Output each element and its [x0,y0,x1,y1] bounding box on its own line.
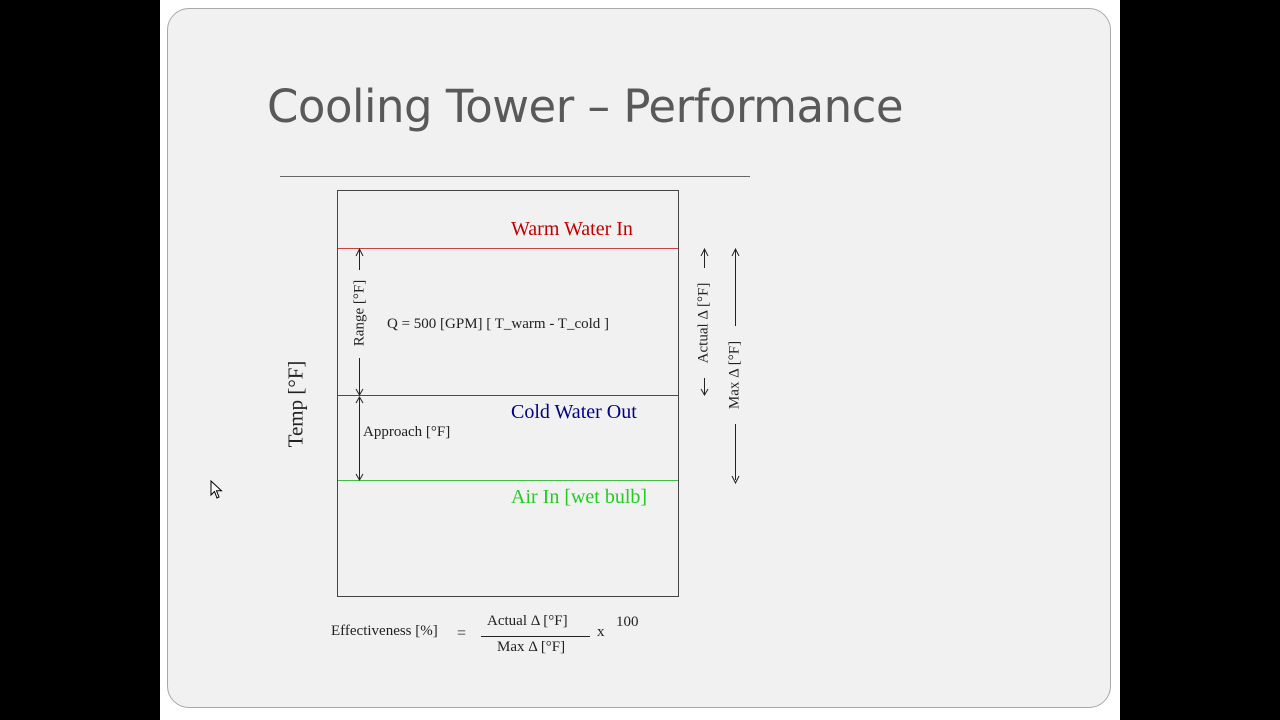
actual-delta-label: Actual Δ [°F] [695,282,712,364]
max-delta-label: Max Δ [°F] [726,340,743,410]
max-delta-dimension [731,247,740,485]
fraction-numerator: Actual Δ [°F] [487,613,568,629]
warm-water-label: Warm Water In [511,218,633,240]
range-label: Range [°F] [351,279,368,347]
title-divider [280,176,750,177]
air-in-label: Air In [wet bulb] [511,486,648,508]
cold-water-label: Cold Water Out [511,401,637,423]
equals-sign: = [457,625,467,642]
slide-frame [167,8,1111,708]
factor-value: 100 [616,614,639,630]
temp-axis-label: Temp [°F] [283,360,308,448]
tower-box [337,190,679,597]
slide-title: Cooling Tower – Performance [267,80,904,133]
mouse-pointer-icon [210,480,223,499]
approach-dimension [355,396,364,481]
fraction-denominator: Max Δ [°F] [497,639,566,655]
actual-delta-dimension [700,247,709,396]
range-dimension [355,247,364,396]
heat-equation: Q = 500 [GPM] [ T_warm - T_cold ] [387,316,610,332]
times-sign: x [597,624,605,640]
approach-label: Approach [°F] [363,424,451,440]
effectiveness-lhs: Effectiveness [%] [331,623,438,639]
